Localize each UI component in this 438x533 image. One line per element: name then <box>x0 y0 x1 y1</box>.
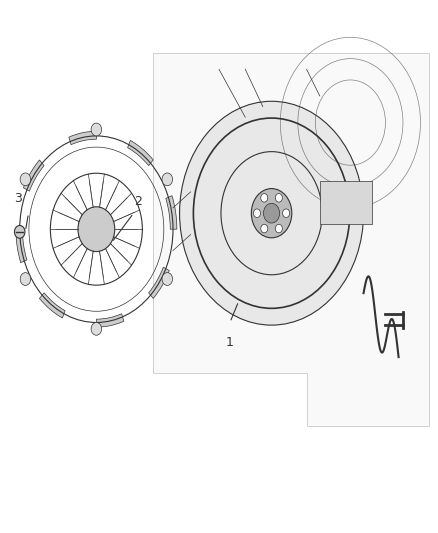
Text: 1: 1 <box>226 336 234 349</box>
Polygon shape <box>153 53 429 426</box>
Circle shape <box>91 322 102 335</box>
Text: 2: 2 <box>134 195 142 208</box>
FancyBboxPatch shape <box>320 181 372 224</box>
Circle shape <box>180 101 364 325</box>
Circle shape <box>91 123 102 136</box>
Wedge shape <box>23 160 44 191</box>
Circle shape <box>261 224 268 233</box>
Circle shape <box>162 173 173 186</box>
Circle shape <box>261 193 268 202</box>
Text: 3: 3 <box>14 192 21 205</box>
Wedge shape <box>69 131 96 144</box>
Circle shape <box>20 273 31 286</box>
Circle shape <box>14 225 25 238</box>
Circle shape <box>162 273 173 286</box>
Wedge shape <box>96 314 124 327</box>
Circle shape <box>264 204 279 223</box>
Wedge shape <box>39 293 65 318</box>
Wedge shape <box>127 140 153 166</box>
Circle shape <box>254 209 261 217</box>
Circle shape <box>283 209 290 217</box>
Wedge shape <box>166 196 177 229</box>
Circle shape <box>20 173 31 186</box>
Wedge shape <box>148 267 170 298</box>
Circle shape <box>78 207 115 252</box>
Wedge shape <box>16 229 27 263</box>
Circle shape <box>251 189 292 238</box>
Circle shape <box>276 193 283 202</box>
Circle shape <box>276 224 283 233</box>
